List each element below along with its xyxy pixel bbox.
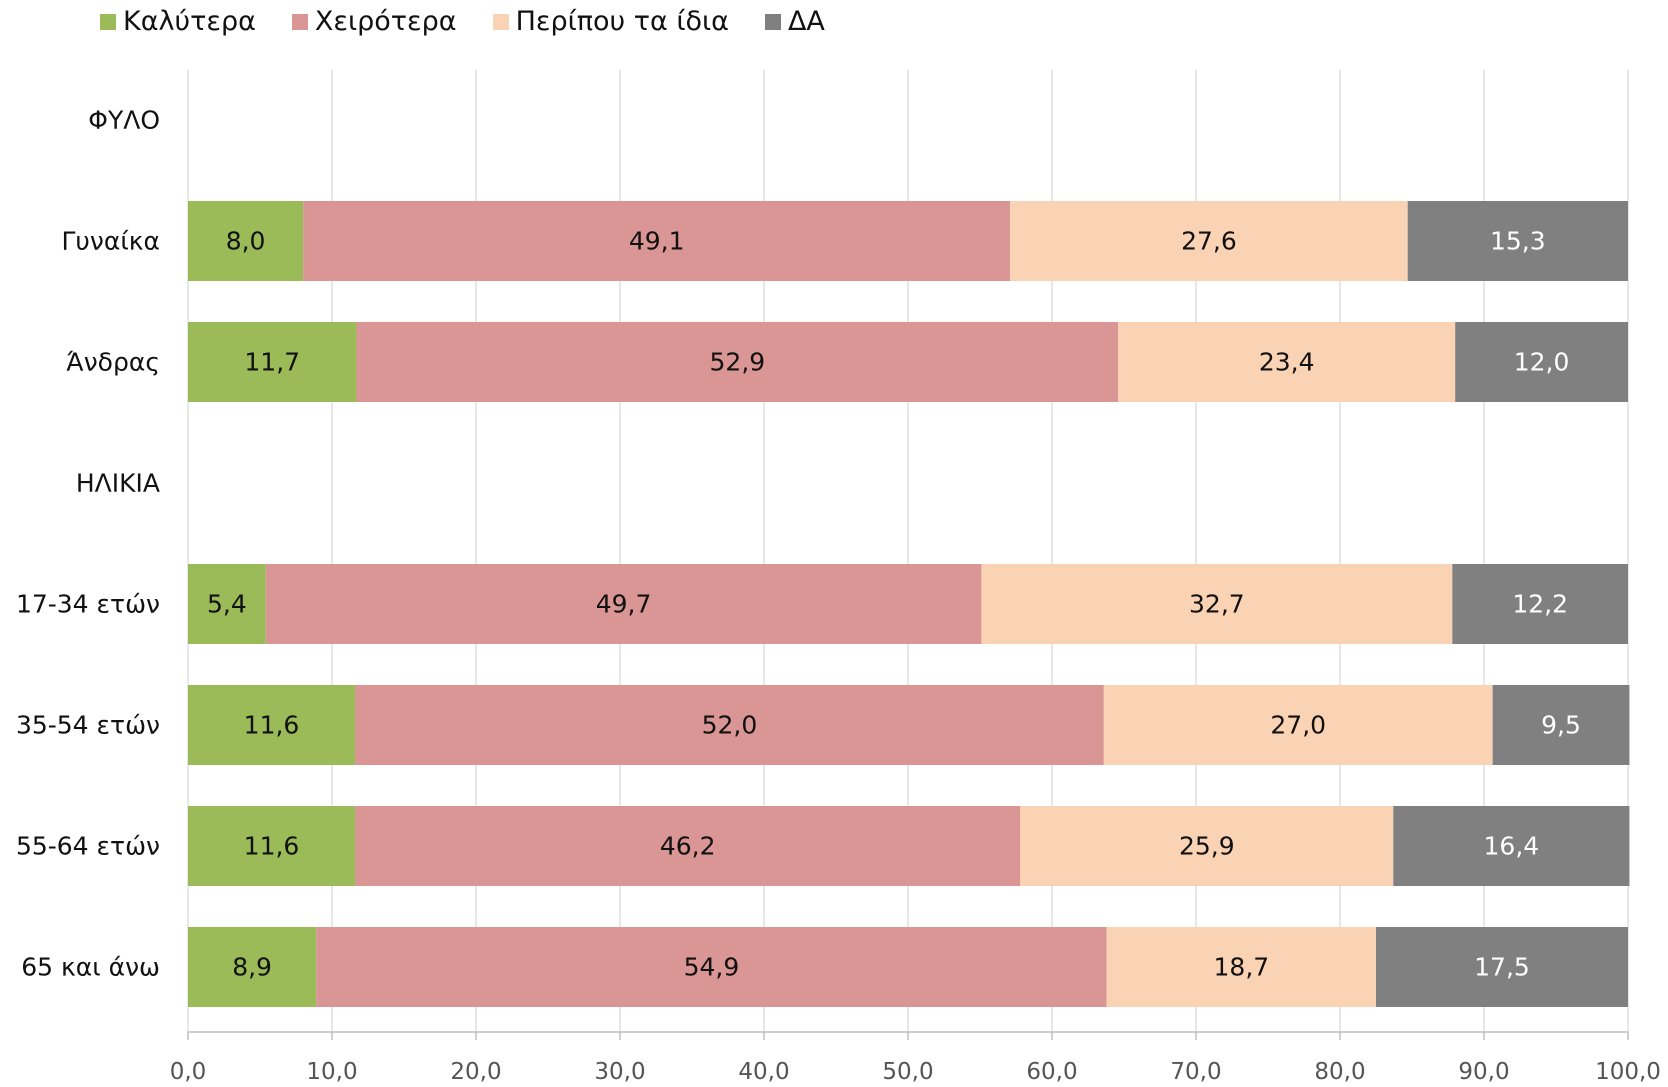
category-label: ΗΛΙΚΙΑ xyxy=(76,469,160,498)
data-label: 52,9 xyxy=(710,348,766,377)
bar-segment xyxy=(1455,322,1628,402)
data-label: 8,9 xyxy=(232,953,272,982)
bar-segment xyxy=(188,322,357,402)
x-tick-label: 0,0 xyxy=(170,1059,207,1085)
x-tick-label: 80,0 xyxy=(1314,1059,1365,1085)
data-label: 46,2 xyxy=(660,832,716,861)
bar-segment xyxy=(981,564,1453,644)
bar-segment xyxy=(188,806,356,886)
bar-segment xyxy=(188,201,304,281)
legend-item-same: Περίπου τα ίδια xyxy=(492,6,729,37)
legend-swatch-better xyxy=(100,13,116,30)
bar-segment xyxy=(356,322,1119,402)
x-tick-label: 40,0 xyxy=(738,1059,789,1085)
data-label: 11,7 xyxy=(244,348,300,377)
category-label: 55-64 ετών xyxy=(16,832,160,861)
category-label: Γυναίκα xyxy=(61,227,160,256)
bar-segment xyxy=(1407,201,1628,281)
legend-label-da: ΔΑ xyxy=(787,6,825,37)
legend-swatch-da xyxy=(764,13,781,30)
x-tick-label: 50,0 xyxy=(882,1059,933,1085)
legend-label-same: Περίπου τα ίδια xyxy=(515,6,729,37)
data-label: 11,6 xyxy=(244,832,300,861)
bar-segment xyxy=(1020,806,1394,886)
category-label: 65 και άνω xyxy=(21,953,160,982)
data-label: 49,7 xyxy=(596,590,652,619)
bar-segment xyxy=(1103,685,1493,765)
bar-segment xyxy=(188,685,356,765)
data-label: 12,0 xyxy=(1514,348,1570,377)
bar-segment xyxy=(1376,927,1628,1007)
data-label: 15,3 xyxy=(1490,227,1546,256)
bar-segment xyxy=(303,201,1011,281)
legend-item-better: Καλύτερα xyxy=(100,6,256,37)
bar-segment xyxy=(1118,322,1456,402)
legend: Καλύτερα Χειρότερα Περίπου τα ίδια ΔΑ xyxy=(100,6,825,37)
x-tick-label: 100,0 xyxy=(1595,1059,1661,1085)
x-tick-label: 90,0 xyxy=(1458,1059,1509,1085)
x-tick-label: 60,0 xyxy=(1026,1059,1077,1085)
category-label: 35-54 ετών xyxy=(16,711,160,740)
data-label: 17,5 xyxy=(1474,953,1530,982)
data-label: 18,7 xyxy=(1214,953,1270,982)
bar-segment xyxy=(1010,201,1408,281)
legend-item-worse: Χειρότερα xyxy=(291,6,457,37)
x-tick-label: 20,0 xyxy=(450,1059,501,1085)
bar-segment xyxy=(1452,564,1628,644)
data-label: 49,1 xyxy=(629,227,685,256)
legend-label-better: Καλύτερα xyxy=(123,6,256,37)
bar-segment xyxy=(265,564,982,644)
data-label: 11,6 xyxy=(244,711,300,740)
data-label: 32,7 xyxy=(1189,590,1245,619)
data-label: 25,9 xyxy=(1179,832,1235,861)
legend-item-da: ΔΑ xyxy=(764,6,825,37)
data-label: 5,4 xyxy=(207,590,247,619)
data-label: 52,0 xyxy=(702,711,758,740)
bar-segment xyxy=(1393,806,1630,886)
data-label: 9,5 xyxy=(1541,711,1581,740)
legend-label-worse: Χειρότερα xyxy=(314,6,457,37)
data-label: 12,2 xyxy=(1512,590,1568,619)
legend-swatch-worse xyxy=(291,13,308,30)
data-label: 27,0 xyxy=(1270,711,1326,740)
data-label: 8,0 xyxy=(226,227,266,256)
category-label: Άνδρας xyxy=(66,348,160,377)
data-label: 23,4 xyxy=(1259,348,1315,377)
data-label: 16,4 xyxy=(1484,832,1540,861)
bar-segment xyxy=(188,927,317,1007)
bar-segment xyxy=(1106,927,1376,1007)
bar-segment xyxy=(355,685,1104,765)
bar-segment xyxy=(355,806,1021,886)
bar-segment xyxy=(1492,685,1630,765)
x-tick-label: 10,0 xyxy=(306,1059,357,1085)
x-tick-label: 30,0 xyxy=(594,1059,645,1085)
bar-segment xyxy=(188,564,266,644)
bar-segment xyxy=(316,927,1107,1007)
x-tick-label: 70,0 xyxy=(1170,1059,1221,1085)
category-label: 17-34 ετών xyxy=(16,590,160,619)
category-label: ΦΥΛΟ xyxy=(88,106,160,135)
data-label: 27,6 xyxy=(1181,227,1237,256)
data-label: 54,9 xyxy=(684,953,740,982)
legend-swatch-same xyxy=(492,13,509,30)
